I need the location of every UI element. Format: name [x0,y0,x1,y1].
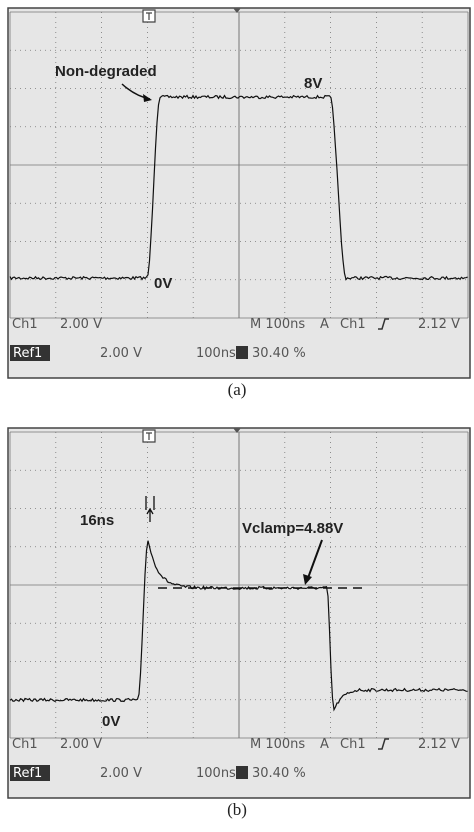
arrow [307,539,323,579]
waveform [9,94,468,281]
slope-icon [378,318,389,330]
status-ref-scale: 2.00 V [100,766,142,781]
caption: (b) [227,800,247,819]
arrow-head [303,574,312,585]
status-trig-pos: 30.40 % [252,346,306,361]
status-trig-ch: Ch1 [340,317,366,332]
status-ref-scale: 2.00 V [100,346,142,361]
trigger-icon [142,9,156,23]
status-mode: A [320,317,329,332]
status-mode: A [320,737,329,752]
status-ch-scale: 2.00 V [60,317,102,332]
status-trig-level: 2.12 V [418,737,460,752]
status-ref-time: 100ns [196,766,236,781]
status-ref: Ref1 [13,766,42,781]
annotation-low: 0V [102,713,120,730]
marker-top [233,8,241,13]
status-trig-pos: 30.40 % [252,766,306,781]
status-ch: Ch1 [12,737,38,752]
status-ch-scale: 2.00 V [60,737,102,752]
status-ref: Ref1 [13,346,42,361]
slope-icon [378,738,389,750]
ref-box [10,765,50,781]
arrow-head [143,94,152,102]
annotation-label: 16ns [80,512,114,529]
marker-top [233,428,241,433]
caption: (a) [228,380,247,399]
annotation-label: Non-degraded [55,63,157,80]
status-trig-level: 2.12 V [418,317,460,332]
trigger-icon [142,429,156,443]
status-trig-ch: Ch1 [340,737,366,752]
status-time: M 100ns [250,737,305,752]
annotation-high: 8V [304,75,322,92]
waveform [9,540,468,712]
ref-box [10,345,50,361]
status-ref-time: 100ns [196,346,236,361]
t-box [236,766,248,779]
status-ch: Ch1 [12,317,38,332]
ns-marker [145,496,155,522]
annotation-high: Vclamp=4.88V [242,520,343,537]
annotation-low: 0V [154,275,172,292]
t-box [236,346,248,359]
status-time: M 100ns [250,317,305,332]
